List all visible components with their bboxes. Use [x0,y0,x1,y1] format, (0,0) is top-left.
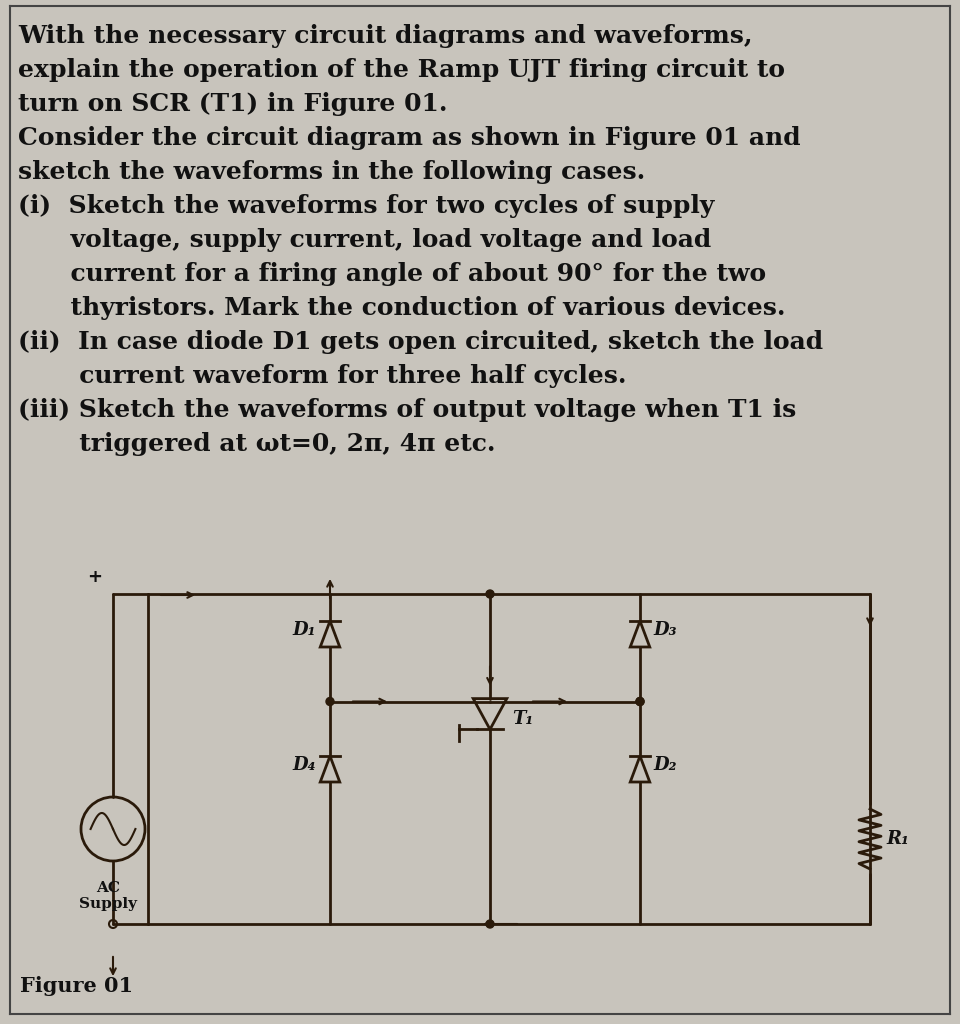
Text: T₁: T₁ [512,710,533,728]
Text: (iii) Sketch the waveforms of output voltage when T1 is: (iii) Sketch the waveforms of output vol… [18,398,796,422]
Circle shape [486,920,494,928]
Text: (i)  Sketch the waveforms for two cycles of supply: (i) Sketch the waveforms for two cycles … [18,194,714,218]
Circle shape [636,697,644,706]
Text: (ii)  In case diode D1 gets open circuited, sketch the load: (ii) In case diode D1 gets open circuite… [18,330,823,354]
Text: D₁: D₁ [293,621,316,639]
Text: current waveform for three half cycles.: current waveform for three half cycles. [18,364,627,388]
Text: D₂: D₂ [654,756,677,774]
Text: AC
Supply: AC Supply [79,881,137,911]
Circle shape [326,697,334,706]
Text: triggered at ωt=0, 2π, 4π etc.: triggered at ωt=0, 2π, 4π etc. [18,432,495,456]
Text: D₃: D₃ [654,621,677,639]
Circle shape [636,697,644,706]
Text: explain the operation of the Ramp UJT firing circuit to: explain the operation of the Ramp UJT fi… [18,58,785,82]
Text: turn on SCR (T1) in Figure 01.: turn on SCR (T1) in Figure 01. [18,92,447,116]
Text: thyristors. Mark the conduction of various devices.: thyristors. Mark the conduction of vario… [18,296,785,319]
Text: +: + [87,568,103,586]
Text: With the necessary circuit diagrams and waveforms,: With the necessary circuit diagrams and … [18,24,753,48]
Text: Figure 01: Figure 01 [20,976,133,996]
Text: D₄: D₄ [293,756,316,774]
Text: R₁: R₁ [886,830,909,848]
Text: sketch the waveforms in the following cases.: sketch the waveforms in the following ca… [18,160,645,184]
Circle shape [486,590,494,598]
Text: voltage, supply current, load voltage and load: voltage, supply current, load voltage an… [18,228,711,252]
Text: current for a firing angle of about 90° for the two: current for a firing angle of about 90° … [18,262,766,286]
Text: Consider the circuit diagram as shown in Figure 01 and: Consider the circuit diagram as shown in… [18,126,801,150]
